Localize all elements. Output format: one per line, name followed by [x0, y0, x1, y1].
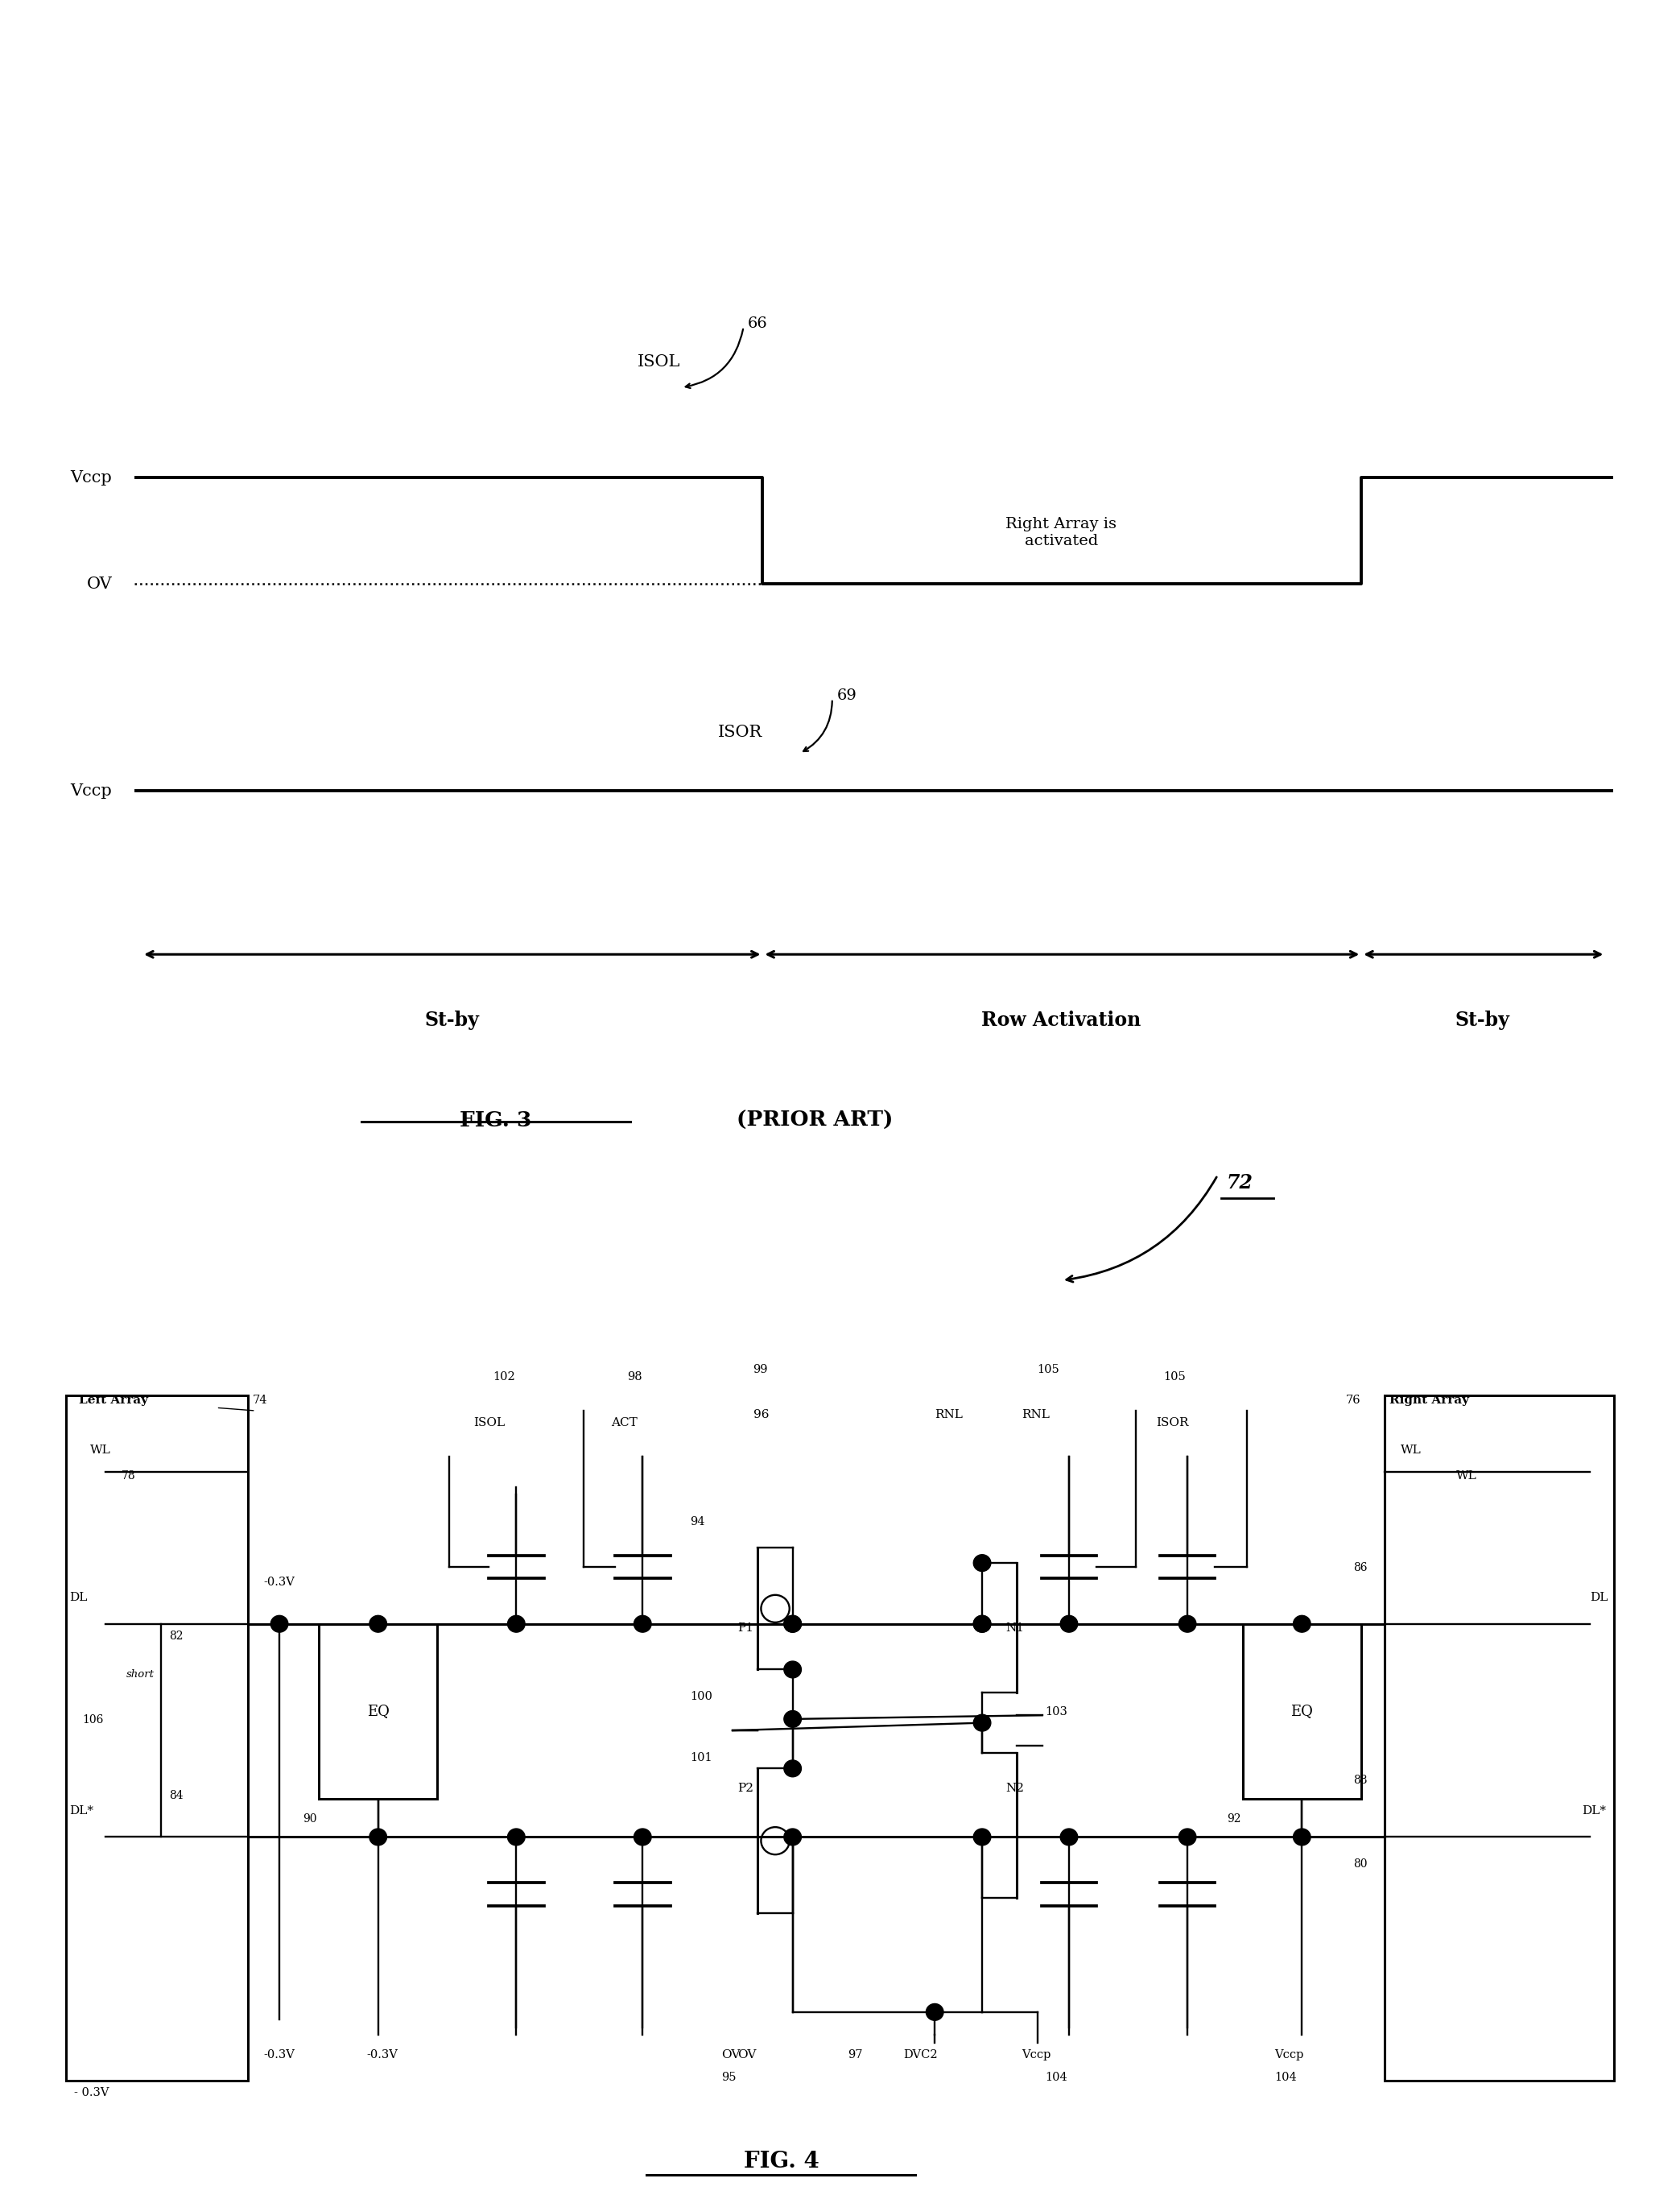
Text: Vccp: Vccp [1273, 2049, 1304, 2060]
Text: Vccp: Vccp [71, 783, 113, 798]
Circle shape [1179, 1616, 1196, 1632]
Text: Vccp: Vccp [71, 471, 113, 486]
Text: RNL: RNL [1021, 1410, 1050, 1421]
Text: P2: P2 [738, 1783, 753, 1794]
Text: St-by: St-by [425, 1012, 479, 1029]
Circle shape [973, 1616, 991, 1632]
Text: (PRIOR ART): (PRIOR ART) [736, 1110, 894, 1130]
Text: 98: 98 [627, 1372, 642, 1383]
Text: EQ: EQ [1290, 1704, 1314, 1720]
Text: Left Array: Left Array [79, 1394, 148, 1405]
Text: FIG. 3: FIG. 3 [460, 1110, 531, 1130]
Text: OV: OV [87, 576, 113, 592]
Text: -0.3V: -0.3V [264, 2049, 296, 2060]
Text: P1: P1 [738, 1623, 753, 1634]
Text: ISOL: ISOL [638, 354, 680, 369]
Text: DL*: DL* [69, 1805, 94, 1816]
Text: 105: 105 [1164, 1372, 1186, 1383]
Circle shape [370, 1616, 386, 1632]
Circle shape [785, 1759, 801, 1777]
Circle shape [1294, 1830, 1310, 1845]
Circle shape [1060, 1830, 1077, 1845]
Text: Row Activation: Row Activation [981, 1012, 1141, 1029]
Bar [1384, 1396, 1614, 2080]
Circle shape [507, 1830, 524, 1845]
Circle shape [633, 1616, 652, 1632]
Bar [319, 1623, 437, 1799]
Text: 96: 96 [753, 1410, 769, 1421]
Text: 105: 105 [1037, 1363, 1060, 1374]
Text: 95: 95 [722, 2071, 736, 2082]
Text: N1: N1 [1006, 1623, 1025, 1634]
Circle shape [270, 1616, 287, 1632]
Circle shape [1179, 1830, 1196, 1845]
Text: DL*: DL* [1583, 1805, 1606, 1816]
Circle shape [507, 1616, 524, 1632]
Bar [1243, 1623, 1361, 1799]
Text: ISOR: ISOR [719, 723, 763, 739]
Circle shape [973, 1616, 991, 1632]
Text: Vccp: Vccp [1021, 2049, 1052, 2060]
Circle shape [633, 1830, 652, 1845]
Circle shape [785, 1616, 801, 1632]
Bar [66, 1396, 249, 2080]
Text: ISOL: ISOL [474, 1416, 506, 1429]
Text: 66: 66 [748, 317, 768, 332]
Text: 102: 102 [492, 1372, 514, 1383]
Circle shape [785, 1660, 801, 1678]
Text: 86: 86 [1354, 1561, 1368, 1572]
Text: - 0.3V: - 0.3V [74, 2087, 109, 2098]
Circle shape [973, 1555, 991, 1572]
Text: ISOR: ISOR [1156, 1416, 1188, 1429]
Text: Right Array: Right Array [1389, 1394, 1470, 1405]
Text: ACT: ACT [612, 1416, 637, 1429]
Circle shape [785, 1830, 801, 1845]
Text: 101: 101 [690, 1753, 712, 1764]
Circle shape [1060, 1616, 1077, 1632]
Text: 78: 78 [121, 1471, 136, 1482]
Circle shape [1294, 1616, 1310, 1632]
Text: WL: WL [1401, 1445, 1421, 1456]
Text: OV: OV [738, 2049, 756, 2060]
Circle shape [973, 1715, 991, 1731]
Text: 92: 92 [1226, 1812, 1242, 1825]
Text: OV: OV [722, 2049, 741, 2060]
Text: 76: 76 [1346, 1394, 1361, 1405]
Text: St-by: St-by [1455, 1012, 1510, 1029]
Text: 74: 74 [252, 1394, 267, 1405]
Text: FIG. 4: FIG. 4 [744, 2151, 818, 2173]
Text: short: short [126, 1669, 155, 1680]
Text: 90: 90 [302, 1812, 318, 1825]
Circle shape [926, 2003, 944, 2021]
Text: DL: DL [69, 1592, 87, 1603]
Text: 103: 103 [1045, 1706, 1068, 1717]
Text: EQ: EQ [366, 1704, 390, 1720]
Circle shape [785, 1616, 801, 1632]
Text: 80: 80 [1354, 1858, 1368, 1869]
Text: 100: 100 [690, 1691, 712, 1702]
Text: N2: N2 [1006, 1783, 1025, 1794]
Text: 99: 99 [753, 1363, 768, 1374]
Text: 94: 94 [690, 1515, 706, 1528]
Text: 82: 82 [168, 1629, 183, 1640]
Text: WL: WL [1457, 1471, 1477, 1482]
Text: 104: 104 [1273, 2071, 1297, 2082]
Text: Right Array is
activated: Right Array is activated [1006, 517, 1117, 548]
Text: 84: 84 [168, 1790, 183, 1801]
Text: DL: DL [1589, 1592, 1608, 1603]
Text: 104: 104 [1045, 2071, 1067, 2082]
Circle shape [973, 1830, 991, 1845]
Text: WL: WL [91, 1445, 111, 1456]
Text: RNL: RNL [934, 1410, 963, 1421]
Circle shape [370, 1830, 386, 1845]
Circle shape [785, 1711, 801, 1728]
Text: -0.3V: -0.3V [366, 2049, 398, 2060]
Text: DVC2: DVC2 [904, 2049, 937, 2060]
Text: 106: 106 [82, 1713, 102, 1726]
Text: 97: 97 [848, 2049, 864, 2060]
Text: 72: 72 [1226, 1174, 1253, 1192]
Text: 88: 88 [1354, 1775, 1368, 1786]
Text: 69: 69 [837, 688, 857, 704]
Text: -0.3V: -0.3V [264, 1577, 296, 1588]
